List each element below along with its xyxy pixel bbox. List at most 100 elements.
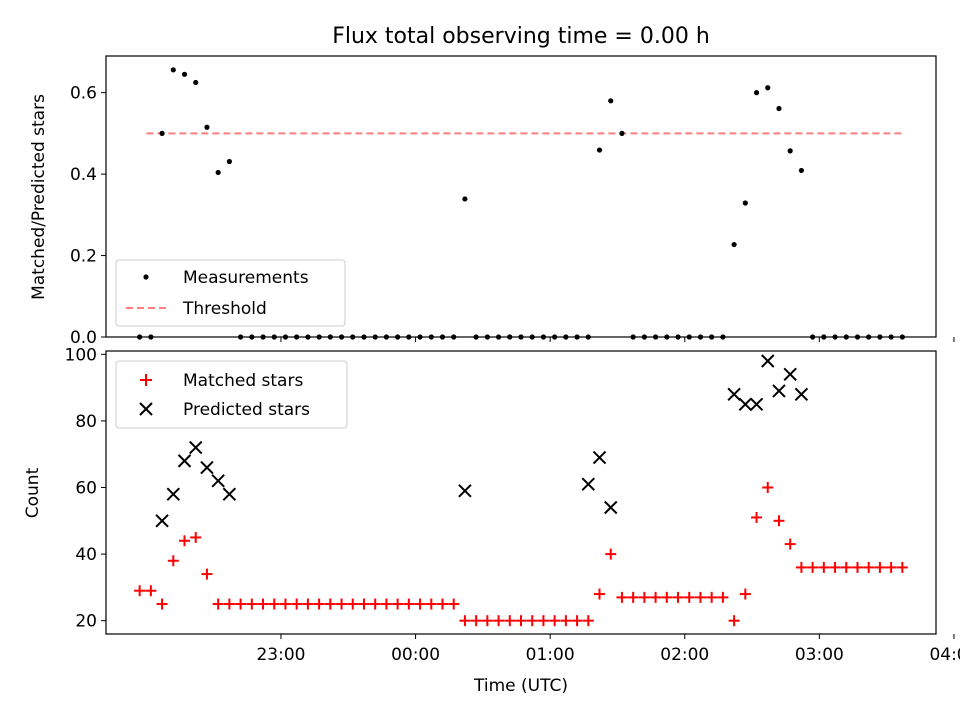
matched-star-point bbox=[425, 598, 437, 610]
matched-star-point bbox=[717, 591, 729, 603]
xtick-label: 02:00 bbox=[660, 645, 709, 665]
xtick-label: 00:00 bbox=[391, 645, 440, 665]
matched-star-point bbox=[683, 591, 695, 603]
matched-star-point bbox=[706, 591, 718, 603]
matched-star-point bbox=[313, 598, 325, 610]
matched-star-point bbox=[190, 531, 202, 543]
matched-star-point bbox=[571, 615, 583, 627]
matched-star-point bbox=[392, 598, 404, 610]
matched-star-point bbox=[235, 598, 247, 610]
matched-star-point bbox=[582, 615, 594, 627]
matched-star-point bbox=[728, 615, 740, 627]
measurement-point bbox=[193, 79, 199, 86]
bottom-legend-box bbox=[115, 360, 348, 429]
ytick-label: 0.0 bbox=[70, 328, 97, 348]
legend-predicted-label: Predicted stars bbox=[183, 400, 310, 420]
matched-star-point bbox=[459, 615, 471, 627]
measurement-point bbox=[462, 196, 468, 202]
matched-stars-points bbox=[134, 482, 908, 627]
predicted-star-point bbox=[783, 367, 797, 382]
matched-star-point bbox=[436, 598, 448, 610]
predicted-star-point bbox=[592, 450, 607, 465]
measurement-point bbox=[159, 130, 165, 136]
matched-star-point bbox=[179, 535, 191, 547]
matched-star-point bbox=[246, 598, 258, 610]
measurement-points bbox=[137, 67, 905, 340]
legend-matched-marker bbox=[140, 374, 152, 386]
xtick-label: 04:00 bbox=[929, 645, 960, 665]
measurement-point bbox=[596, 147, 603, 153]
matched-star-point bbox=[650, 591, 662, 603]
measurement-point bbox=[753, 90, 760, 96]
ytick-label: 0.6 bbox=[70, 84, 97, 104]
legend-measurements-marker bbox=[143, 274, 149, 280]
xtick-label: 23:00 bbox=[256, 645, 305, 665]
matched-star-point bbox=[840, 561, 852, 573]
matched-star-point bbox=[212, 598, 224, 610]
matched-star-point bbox=[605, 548, 617, 560]
matched-star-point bbox=[223, 598, 235, 610]
matched-star-point bbox=[470, 615, 482, 627]
matched-star-point bbox=[829, 561, 841, 573]
xtick-label: 03:00 bbox=[795, 645, 844, 665]
matched-star-point bbox=[616, 591, 628, 603]
matched-star-point bbox=[773, 515, 785, 527]
matched-star-point bbox=[874, 561, 886, 573]
matched-star-point bbox=[818, 561, 830, 573]
bottom-xticks: 23:00 00:00 01:00 02:00 03:00 04:00 bbox=[256, 634, 960, 665]
predicted-star-point bbox=[155, 514, 169, 528]
matched-star-point bbox=[762, 482, 774, 494]
matched-star-point bbox=[347, 598, 359, 610]
matched-star-point bbox=[594, 588, 606, 600]
legend-predicted-marker bbox=[139, 402, 153, 416]
bottom-axes-frame bbox=[105, 350, 937, 635]
predicted-star-point bbox=[211, 474, 225, 488]
top-axes-frame bbox=[105, 55, 937, 338]
predicted-star-point bbox=[581, 477, 596, 491]
predicted-star-point bbox=[200, 460, 214, 475]
legend-matched-label: Matched stars bbox=[183, 371, 303, 391]
top-xticks bbox=[280, 337, 955, 342]
matched-star-point bbox=[167, 555, 179, 567]
predicted-star-point bbox=[738, 397, 753, 411]
predicted-star-point bbox=[761, 354, 775, 368]
xtick-label: 01:00 bbox=[526, 645, 575, 665]
measurement-point bbox=[226, 158, 232, 165]
measurement-point bbox=[798, 167, 805, 174]
matched-star-point bbox=[403, 598, 415, 610]
matched-star-point bbox=[661, 591, 673, 603]
measurement-point bbox=[181, 71, 188, 77]
top-panel: Flux total observing time = 0.00 h Match… bbox=[29, 24, 955, 348]
matched-star-point bbox=[504, 615, 516, 627]
matched-star-point bbox=[302, 598, 314, 610]
ytick-label: 80 bbox=[75, 412, 97, 432]
measurement-point bbox=[787, 148, 793, 154]
matched-star-point bbox=[627, 591, 639, 603]
predicted-star-point bbox=[189, 440, 203, 455]
matched-star-point bbox=[201, 568, 213, 580]
bottom-yticks: 20 40 60 80 100 bbox=[65, 345, 106, 632]
predicted-star-point bbox=[749, 397, 764, 411]
measurement-point bbox=[608, 98, 614, 104]
matched-star-point bbox=[257, 598, 269, 610]
ytick-label: 60 bbox=[75, 479, 97, 499]
measurement-point bbox=[170, 67, 176, 73]
matched-star-point bbox=[638, 591, 650, 603]
bottom-panel: Count Time (UTC) 20 40 60 80 100 23:00 00:00 0… bbox=[23, 345, 960, 696]
predicted-star-point bbox=[166, 487, 181, 501]
matched-star-point bbox=[560, 615, 572, 627]
predicted-stars-points bbox=[155, 354, 809, 528]
matched-star-point bbox=[739, 588, 751, 600]
matched-star-point bbox=[807, 561, 819, 573]
bottom-ylabel: Count bbox=[23, 467, 43, 518]
predicted-star-point bbox=[727, 387, 741, 401]
matched-star-point bbox=[549, 615, 561, 627]
predicted-star-point bbox=[772, 384, 786, 398]
matched-star-point bbox=[515, 615, 527, 627]
predicted-star-point bbox=[177, 454, 192, 468]
matched-star-point bbox=[694, 591, 706, 603]
matched-star-point bbox=[336, 598, 348, 610]
matched-star-point bbox=[526, 615, 538, 627]
